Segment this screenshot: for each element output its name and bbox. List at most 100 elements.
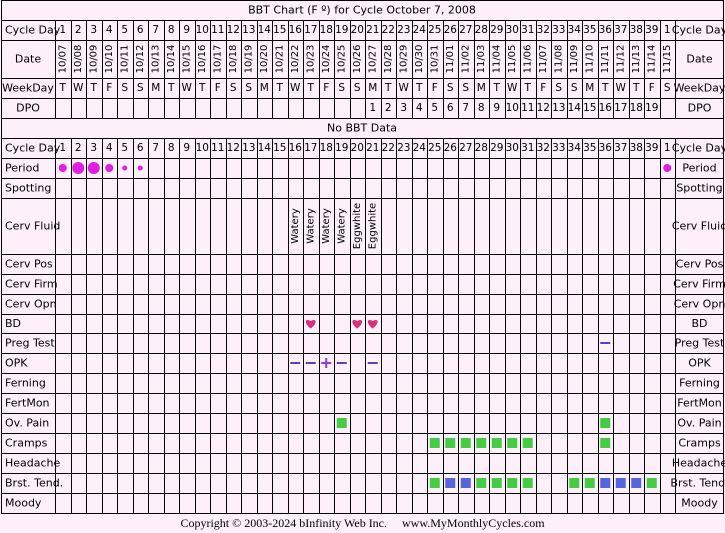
date-label: 11/11 [600, 45, 611, 74]
row-label-bd: BD [5, 317, 21, 330]
period-marker [122, 165, 128, 171]
weekday-label: W [399, 82, 410, 94]
cycle-day-number: 32 [537, 142, 550, 154]
weekday-label: F [432, 82, 438, 94]
breast-tenderness-marker [600, 478, 611, 488]
cycle-day-number: 27 [459, 24, 472, 36]
weekday-label: S [664, 82, 671, 94]
dpo-number: 4 [416, 102, 423, 114]
weekday-label: T [307, 82, 315, 94]
date-label: 10/27 [367, 45, 378, 74]
dpo-number: 15 [583, 102, 596, 114]
dpo-number: 19 [645, 102, 658, 114]
weekday-label: M [477, 82, 486, 94]
row-label-cerv-firm-right: Cerv Firm [673, 278, 725, 291]
cycle-day-number: 23 [397, 24, 410, 36]
cycle-day-number: 6 [137, 24, 144, 36]
weekday-label: S [462, 82, 469, 94]
date-label: 10/19 [243, 45, 254, 74]
cycle-day-number: 33 [552, 24, 565, 36]
site-link[interactable]: www.MyMonthlyCycles.com [402, 516, 545, 530]
row-label-cycle-day-right: Cycle Day [672, 24, 725, 37]
bd-heart-icon [367, 319, 378, 329]
cycle-day-number: 12 [227, 24, 240, 36]
cramps-marker [507, 438, 518, 448]
cycle-day-number: 16 [289, 24, 303, 36]
cycle-day-number: 17 [304, 142, 317, 154]
date-label: 11/03 [476, 45, 487, 74]
cycle-day-number: 30 [506, 142, 519, 154]
row-label-moody: Moody [5, 497, 42, 510]
cramps-marker [445, 438, 456, 448]
date-label: 10/23 [305, 45, 316, 74]
row-label-cerv-opn: Cerv Opn [5, 298, 57, 311]
date-label: 10/15 [181, 45, 192, 74]
date-label: 10/17 [212, 45, 223, 74]
cycle-day-number: 8 [168, 142, 175, 154]
breast-tenderness-marker [507, 478, 518, 488]
cycle-day-number: 4 [106, 142, 113, 154]
cycle-day-number: 26 [444, 142, 458, 154]
cycle-day-number: 21 [366, 24, 379, 36]
dpo-number: 9 [493, 102, 500, 114]
weekday-label: S [571, 82, 578, 94]
cycle-day-number: 32 [537, 24, 550, 36]
weekday-label: T [167, 82, 175, 94]
date-label: 10/11 [119, 45, 130, 74]
breast-tenderness-marker [476, 478, 487, 488]
breast-tenderness-marker [522, 478, 533, 488]
cycle-day-number: 20 [351, 142, 364, 154]
dpo-number: 11 [521, 102, 534, 114]
date-label: 10/10 [104, 45, 115, 74]
row-label-bd-right: BD [691, 317, 707, 330]
date-label: 11/04 [491, 45, 502, 74]
row-label-cycle-day: Cycle Day [5, 24, 61, 37]
cycle-day-number: 38 [630, 24, 643, 36]
row-label-fertmon: FertMon [5, 397, 50, 410]
cycle-day-number: 24 [413, 142, 427, 154]
cycle-day-number: 25 [428, 142, 441, 154]
cramps-marker [429, 438, 440, 448]
dpo-number: 2 [385, 102, 392, 114]
cycle-day-number: 11 [211, 142, 224, 154]
dpo-number: 7 [462, 102, 469, 114]
cycle-day-number: 1 [664, 142, 671, 154]
weekday-label: T [601, 82, 609, 94]
cerv-fluid-label: Watery [305, 208, 316, 244]
row-label-cerv-firm: Cerv Firm [5, 278, 58, 291]
dpo-number: 6 [447, 102, 454, 114]
cycle-day-number: 34 [568, 24, 582, 36]
cycle-day-number: 34 [568, 142, 582, 154]
cycle-day-number: 19 [335, 24, 348, 36]
row-label-brst-tend: Brst. Tend. [5, 477, 63, 490]
date-label: 10/24 [321, 45, 332, 74]
cycle-day-number: 4 [106, 24, 113, 36]
row-label-ferning-right: Ferning [679, 377, 720, 390]
breast-tenderness-marker [631, 478, 642, 488]
period-marker [663, 164, 672, 172]
cerv-fluid-label: Watery [290, 208, 301, 244]
date-label: 11/15 [662, 45, 673, 74]
cycle-day-number: 13 [242, 142, 255, 154]
row-label-period-right: Period [682, 162, 716, 175]
date-label: 10/26 [352, 45, 363, 74]
cycle-day-number: 10 [196, 24, 209, 36]
cycle-day-number: 16 [289, 142, 303, 154]
cycle-day-number: 39 [645, 24, 658, 36]
cerv-fluid-label: Watery [336, 208, 347, 244]
cycle-day-number: 12 [227, 142, 240, 154]
cycle-day-number: 30 [506, 24, 519, 36]
dpo-number: 14 [568, 102, 582, 114]
footer: Copyright © 2003-2024 bInfinity Web Inc.… [0, 514, 725, 533]
row-label-weekday-right: WeekDay [674, 82, 725, 95]
weekday-label: W [290, 82, 301, 94]
row-label-brst-tend-right: Brst. Tend. [670, 477, 725, 490]
weekday-label: F [106, 82, 112, 94]
dpo-number: 12 [537, 102, 550, 114]
weekday-label: S [354, 82, 361, 94]
cycle-day-number: 28 [475, 24, 488, 36]
breast-tenderness-marker [615, 478, 626, 488]
date-label: 11/14 [646, 45, 657, 74]
dpo-number: 5 [431, 102, 438, 114]
date-label: 11/06 [522, 45, 533, 74]
